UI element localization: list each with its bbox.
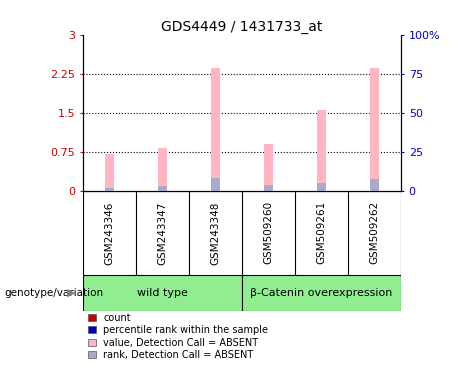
- Bar: [83, 275, 242, 311]
- Bar: [370, 179, 379, 191]
- Bar: [105, 188, 114, 191]
- Bar: [264, 185, 273, 191]
- Text: GSM509262: GSM509262: [370, 201, 379, 265]
- Bar: [105, 154, 114, 191]
- Bar: [317, 183, 326, 191]
- Bar: [158, 148, 167, 191]
- Text: β-Catenin overexpression: β-Catenin overexpression: [250, 288, 393, 298]
- Text: GSM243348: GSM243348: [211, 201, 220, 265]
- Bar: [264, 144, 273, 191]
- Title: GDS4449 / 1431733_at: GDS4449 / 1431733_at: [161, 20, 323, 33]
- Bar: [317, 110, 326, 191]
- Text: GSM509260: GSM509260: [264, 201, 273, 265]
- Text: GSM243346: GSM243346: [105, 201, 114, 265]
- Text: GSM243347: GSM243347: [158, 201, 167, 265]
- Legend: count, percentile rank within the sample, value, Detection Call = ABSENT, rank, : count, percentile rank within the sample…: [88, 313, 268, 360]
- Bar: [370, 68, 379, 191]
- Bar: [211, 68, 220, 191]
- Text: ▶: ▶: [67, 288, 76, 298]
- Text: wild type: wild type: [137, 288, 188, 298]
- Bar: [158, 186, 167, 191]
- Bar: [211, 178, 220, 191]
- Text: genotype/variation: genotype/variation: [5, 288, 104, 298]
- Bar: [242, 275, 401, 311]
- Text: GSM509261: GSM509261: [317, 201, 326, 265]
